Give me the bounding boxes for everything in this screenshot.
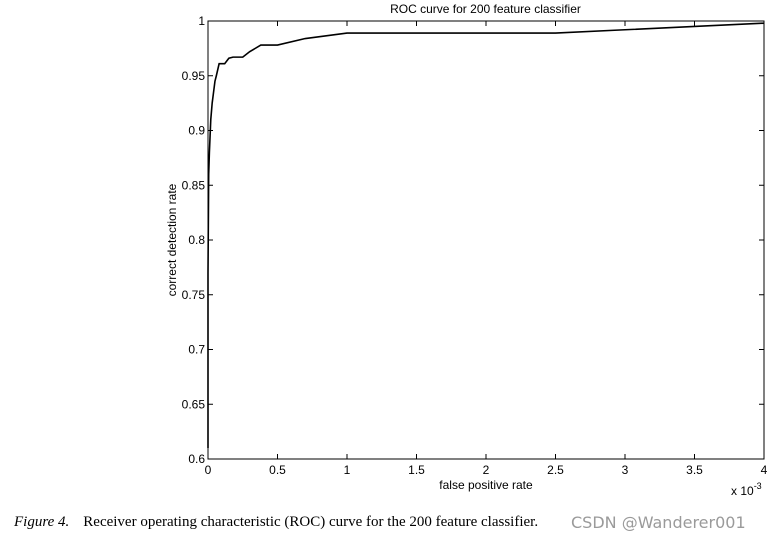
y-axis: 0.6 0.65 0.7 0.75 0.8 0.85 0.9 0.95 1 — [182, 14, 764, 466]
x-axis-multiplier-base: x 10 — [731, 484, 754, 498]
figure-label: Figure 4. — [14, 514, 70, 530]
roc-chart: ROC curve for 200 feature classifier 0 0.… — [165, 2, 768, 498]
x-tick-label: 1.5 — [408, 463, 425, 477]
y-tick-label: 0.75 — [182, 288, 206, 302]
y-tick-label: 0.8 — [188, 233, 205, 247]
x-tick-label: 3 — [622, 463, 629, 477]
chart-title: ROC curve for 200 feature classifier — [390, 2, 581, 16]
x-tick-label: 2.5 — [547, 463, 564, 477]
x-axis-label: false positive rate — [439, 478, 533, 492]
figure-caption: Figure 4. Receiver operating characterist… — [14, 514, 538, 531]
x-tick-label: 1 — [344, 463, 351, 477]
y-tick-label: 0.85 — [182, 178, 206, 192]
x-tick-label: 0.5 — [269, 463, 286, 477]
x-tick-label: 4 — [761, 463, 768, 477]
watermark: CSDN @Wanderer001 — [571, 513, 746, 532]
y-tick-label: 0.65 — [182, 397, 206, 411]
y-tick-label: 0.95 — [182, 69, 206, 83]
y-tick-label: 1 — [198, 14, 205, 28]
y-tick-label: 0.9 — [188, 124, 205, 138]
x-tick-label: 3.5 — [686, 463, 703, 477]
x-tick-label: 0 — [205, 463, 212, 477]
y-tick-label: 0.6 — [188, 452, 205, 466]
x-axis: 0 0.5 1 1.5 2 2.5 3 3.5 4 — [205, 21, 768, 477]
x-axis-multiplier: x 10-3 — [731, 481, 762, 498]
y-tick-label: 0.7 — [188, 343, 205, 357]
figure-caption-text: Receiver operating characteristic (ROC) … — [83, 514, 539, 530]
plot-frame — [207, 20, 765, 460]
y-axis-label: correct detection rate — [165, 183, 179, 296]
x-tick-label: 2 — [483, 463, 490, 477]
roc-curve-line — [207, 22, 765, 449]
x-axis-multiplier-exponent: -3 — [754, 481, 762, 491]
